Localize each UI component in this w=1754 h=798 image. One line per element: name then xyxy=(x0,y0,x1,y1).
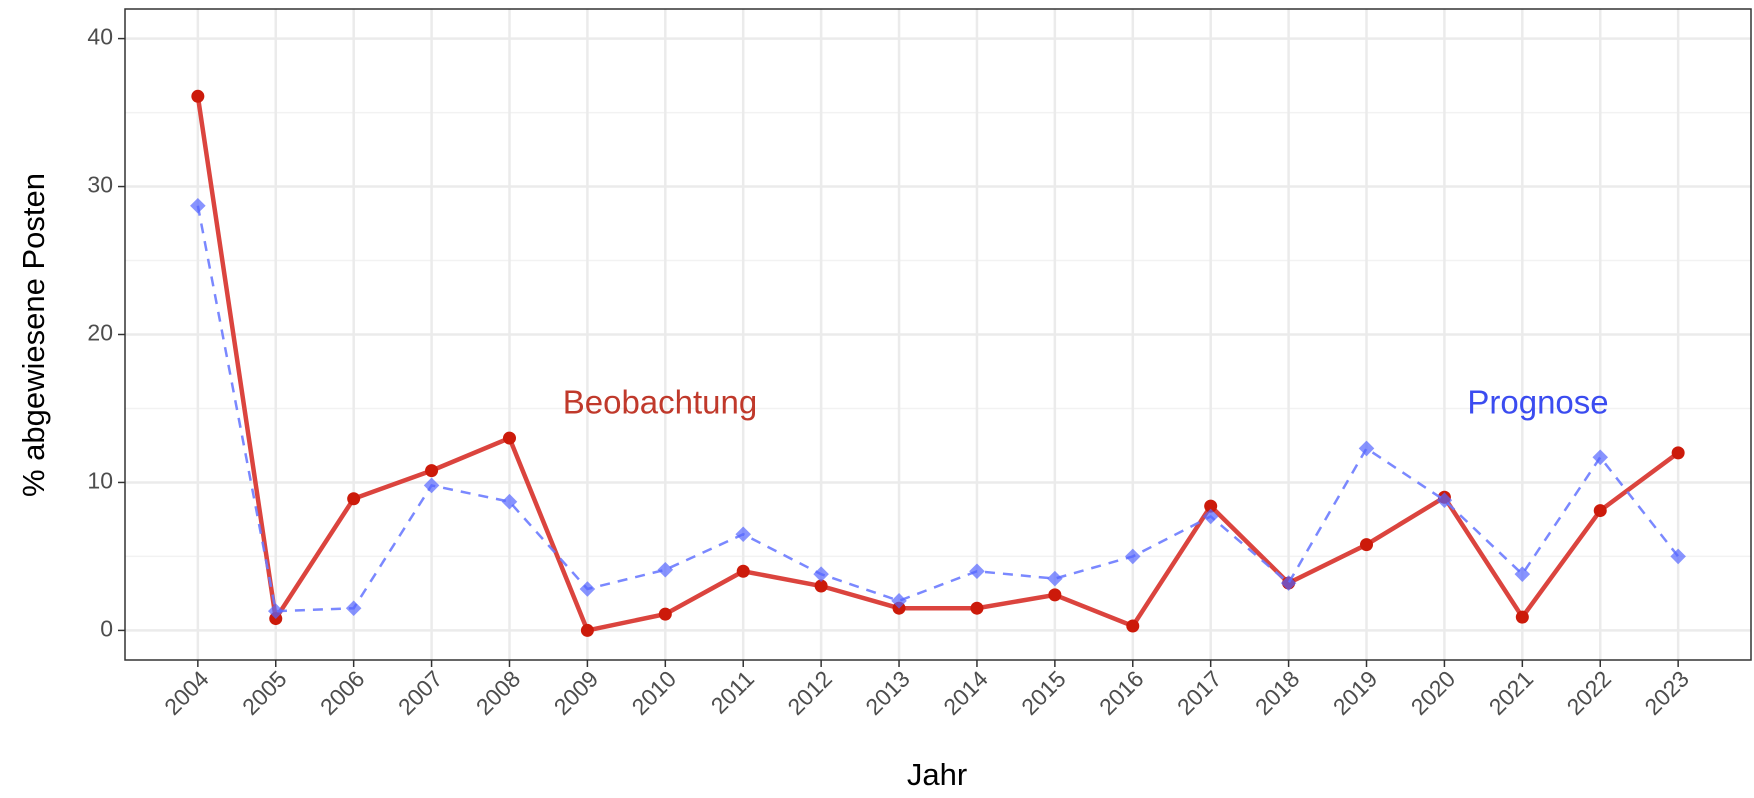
x-tick-label: 2009 xyxy=(549,665,604,720)
marker xyxy=(970,601,984,615)
x-tick-label: 2021 xyxy=(1484,665,1539,720)
marker xyxy=(1514,566,1531,582)
y-tick-label: 40 xyxy=(87,24,113,50)
marker xyxy=(1280,575,1297,591)
x-tick-label: 2007 xyxy=(393,665,448,720)
x-axis-title: Jahr xyxy=(907,757,967,792)
x-tick-label: 2020 xyxy=(1406,665,1461,720)
x-tick-label: 2014 xyxy=(938,665,993,720)
marker xyxy=(579,581,596,597)
marker xyxy=(813,566,829,582)
marker xyxy=(735,526,752,543)
marker xyxy=(1047,570,1063,587)
y-axis-title: % abgewiesene Posten xyxy=(16,173,51,497)
marker xyxy=(1204,499,1218,513)
y-tick-label: 10 xyxy=(87,468,113,494)
x-tick-label: 2013 xyxy=(860,665,915,720)
marker xyxy=(347,492,361,506)
marker xyxy=(1202,508,1219,525)
x-tick-label: 2015 xyxy=(1016,665,1071,720)
y-tick-label: 30 xyxy=(87,172,113,198)
marker xyxy=(1592,449,1609,466)
marker xyxy=(658,607,672,621)
marker xyxy=(1358,440,1375,457)
x-tick-label: 2008 xyxy=(471,665,526,720)
marker xyxy=(1671,446,1685,460)
marker xyxy=(657,561,674,578)
x-tick-label: 2017 xyxy=(1172,665,1227,720)
x-tick-label: 2010 xyxy=(627,665,682,720)
x-tick-label: 2016 xyxy=(1094,665,1149,720)
marker xyxy=(425,464,439,478)
marker xyxy=(502,431,516,445)
marker xyxy=(1124,548,1141,565)
series-annotation: Beobachtung xyxy=(563,384,758,421)
marker xyxy=(190,198,206,214)
marker xyxy=(1670,548,1686,565)
x-tick-label: 2011 xyxy=(706,665,759,718)
marker xyxy=(1360,538,1374,552)
marker xyxy=(580,623,594,637)
marker xyxy=(814,579,828,593)
x-tick-label: 2019 xyxy=(1328,665,1383,720)
x-tick-label: 2005 xyxy=(237,665,292,720)
x-tick-label: 2004 xyxy=(159,665,214,720)
marker xyxy=(736,564,750,578)
y-tick-label: 20 xyxy=(87,320,113,346)
plot-border xyxy=(124,8,1752,661)
marker xyxy=(1436,492,1453,508)
x-tick-label: 2012 xyxy=(782,665,837,720)
series-line xyxy=(195,95,1680,633)
marker xyxy=(191,89,205,103)
marker xyxy=(1126,619,1140,633)
marker xyxy=(969,563,985,580)
x-tick-label: 2022 xyxy=(1562,665,1617,720)
x-tick-label: 2006 xyxy=(315,665,370,720)
x-tick-label: 2018 xyxy=(1250,665,1305,720)
series-annotation: Prognose xyxy=(1467,384,1608,421)
series-line xyxy=(196,205,1680,613)
marker xyxy=(1593,504,1607,518)
marker xyxy=(1048,588,1062,602)
y-tick-label: 0 xyxy=(100,615,113,641)
marker xyxy=(1515,610,1529,624)
marker xyxy=(891,593,907,609)
x-tick-label: 2023 xyxy=(1639,665,1694,720)
